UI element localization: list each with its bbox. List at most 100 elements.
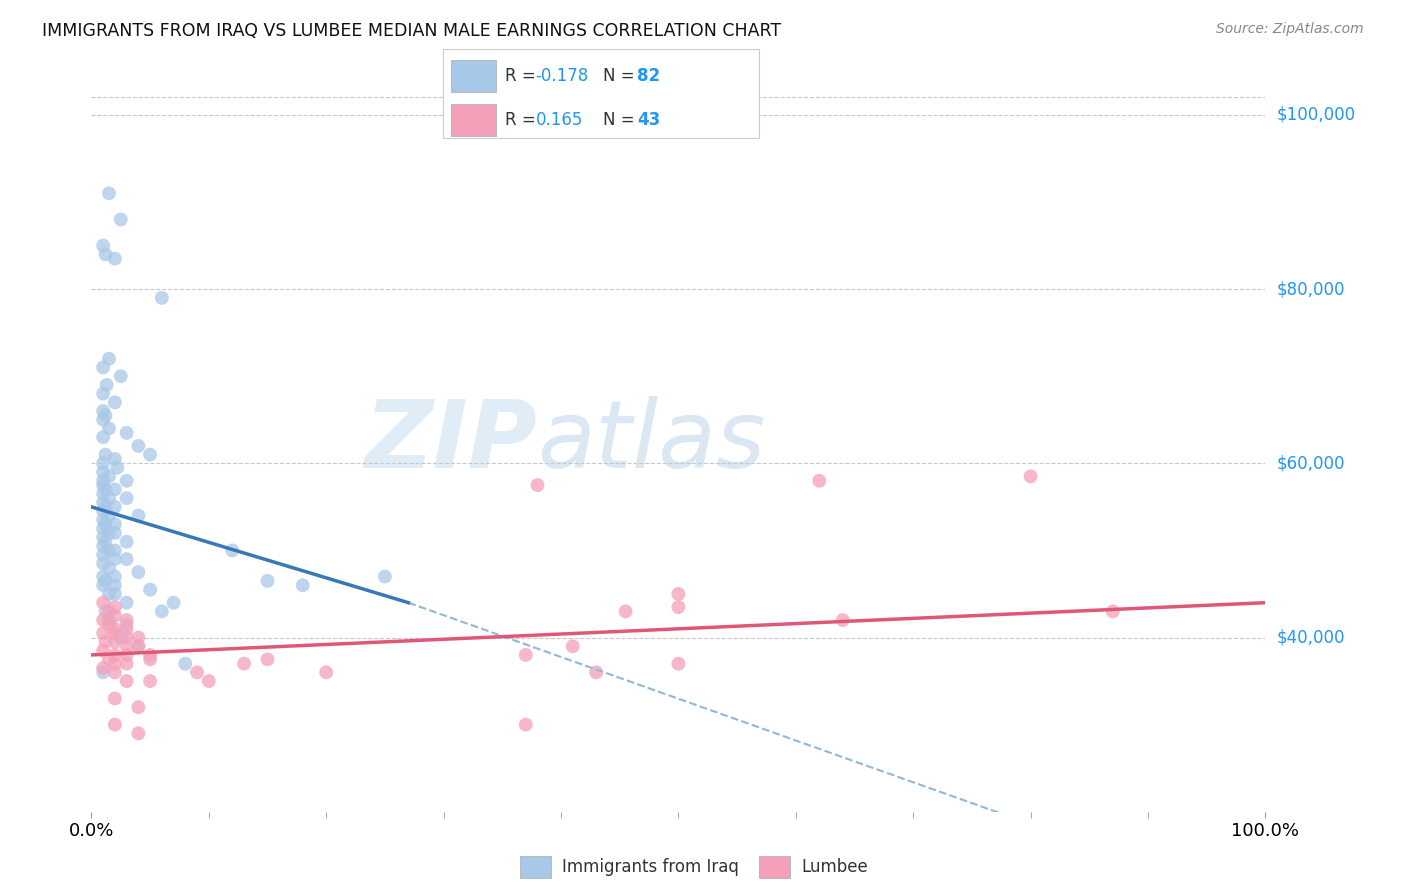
Text: Lumbee: Lumbee	[801, 858, 868, 876]
Point	[110, 631, 132, 645]
Point	[139, 582, 162, 597]
Point	[91, 569, 114, 583]
Text: atlas: atlas	[537, 396, 766, 487]
Point	[115, 639, 138, 653]
Point	[115, 596, 138, 610]
Point	[256, 574, 278, 588]
Text: 43: 43	[637, 112, 661, 129]
Point	[115, 657, 138, 671]
Text: $40,000: $40,000	[1277, 629, 1346, 647]
Point	[104, 517, 127, 532]
Point	[98, 469, 121, 483]
Point	[91, 456, 114, 470]
Point	[104, 587, 127, 601]
Point	[585, 665, 607, 680]
Point	[98, 491, 121, 505]
Point	[91, 504, 114, 518]
Point	[94, 534, 117, 549]
Point	[104, 717, 127, 731]
Point	[96, 378, 118, 392]
Point	[104, 500, 127, 514]
Point	[91, 522, 114, 536]
Point	[104, 395, 127, 409]
Point	[91, 539, 114, 553]
Point	[139, 652, 162, 666]
Point	[91, 413, 114, 427]
Point	[104, 526, 127, 541]
Point	[94, 500, 117, 514]
Point	[91, 238, 114, 252]
Point	[115, 534, 138, 549]
Point	[105, 460, 128, 475]
Point	[139, 648, 162, 662]
Point	[91, 465, 114, 479]
Point	[561, 639, 583, 653]
Point	[808, 474, 831, 488]
Point	[104, 657, 127, 671]
Point	[91, 487, 114, 501]
Point	[666, 600, 689, 615]
Point	[94, 247, 117, 261]
Point	[91, 430, 114, 444]
Text: -0.178: -0.178	[536, 67, 589, 85]
Point	[94, 483, 117, 497]
Point	[91, 530, 114, 544]
Point	[91, 557, 114, 571]
Point	[94, 635, 117, 649]
Point	[91, 613, 114, 627]
Point	[104, 665, 127, 680]
Text: $100,000: $100,000	[1277, 106, 1355, 124]
Point	[256, 652, 278, 666]
Point	[526, 478, 548, 492]
Point	[98, 617, 121, 632]
Point	[91, 643, 114, 657]
Point	[91, 596, 114, 610]
Point	[91, 404, 114, 418]
Point	[174, 657, 197, 671]
Point	[150, 604, 173, 618]
Text: ZIP: ZIP	[364, 395, 537, 488]
Text: R =: R =	[505, 112, 541, 129]
Point	[127, 639, 149, 653]
Point	[98, 351, 121, 366]
Point	[104, 569, 127, 583]
Point	[614, 604, 637, 618]
Point	[91, 548, 114, 562]
Point	[104, 452, 127, 467]
Point	[104, 543, 127, 558]
Point	[104, 622, 127, 636]
Point	[91, 626, 114, 640]
Point	[150, 291, 173, 305]
Point	[127, 700, 149, 714]
Text: Source: ZipAtlas.com: Source: ZipAtlas.com	[1216, 22, 1364, 37]
Point	[115, 474, 138, 488]
Point	[104, 626, 127, 640]
Point	[104, 483, 127, 497]
Point	[221, 543, 243, 558]
Text: N =: N =	[603, 112, 640, 129]
Point	[315, 665, 337, 680]
Point	[91, 495, 114, 509]
Point	[98, 587, 121, 601]
Text: 82: 82	[637, 67, 659, 85]
Point	[104, 648, 127, 662]
Point	[186, 665, 208, 680]
Point	[94, 448, 117, 462]
Point	[515, 717, 537, 731]
Point	[115, 648, 138, 662]
Point	[110, 369, 132, 384]
Point	[98, 508, 121, 523]
Point	[98, 543, 121, 558]
Point	[139, 448, 162, 462]
Point	[127, 439, 149, 453]
Point	[104, 252, 127, 266]
Point	[127, 508, 149, 523]
Point	[233, 657, 256, 671]
Point	[91, 478, 114, 492]
Point	[98, 421, 121, 435]
Point	[91, 386, 114, 401]
Point	[139, 674, 162, 689]
Point	[666, 657, 689, 671]
Point	[104, 578, 127, 592]
Point	[127, 726, 149, 740]
